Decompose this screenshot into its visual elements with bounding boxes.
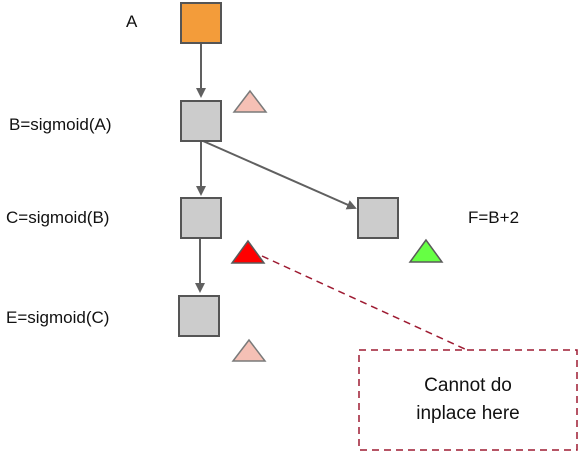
marker-e-triangle <box>231 338 267 362</box>
label-f: F=B+2 <box>468 208 519 227</box>
edge-b-to-f <box>202 140 357 210</box>
note-line-1: Cannot do <box>424 375 512 396</box>
node-f <box>357 197 399 239</box>
marker-b-triangle <box>232 89 268 113</box>
note-box <box>358 349 578 451</box>
marker-c-triangle <box>230 239 266 264</box>
note-connector <box>261 255 468 351</box>
label-a: A <box>126 12 138 31</box>
note-line-2: inplace here <box>416 403 520 424</box>
node-b <box>180 100 222 142</box>
label-e: E=sigmoid(C) <box>6 308 109 327</box>
node-a <box>180 2 222 44</box>
marker-f-triangle <box>408 238 444 263</box>
node-c <box>180 197 222 239</box>
label-c: C=sigmoid(B) <box>6 208 109 227</box>
label-b: B=sigmoid(A) <box>9 115 112 134</box>
node-e <box>178 295 220 337</box>
